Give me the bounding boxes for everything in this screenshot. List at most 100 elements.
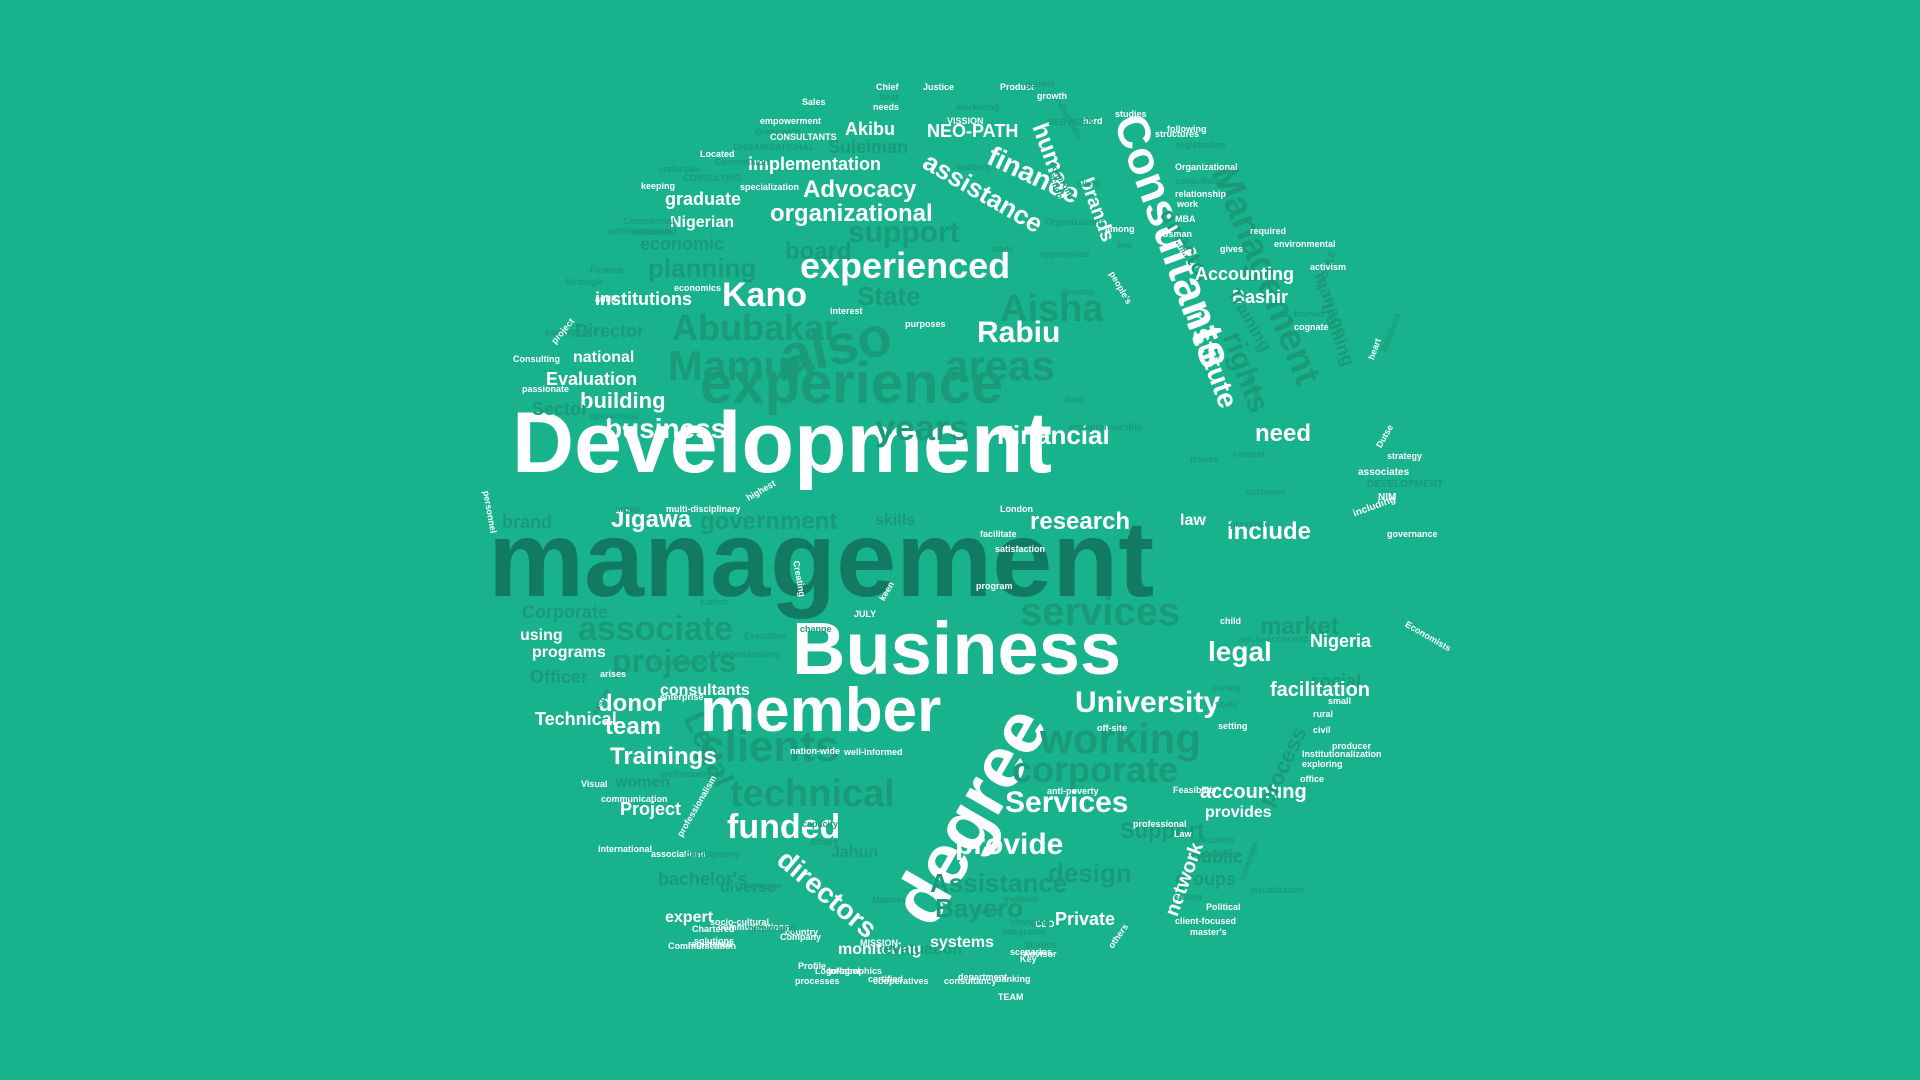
cloud-word-facilitation: facilitation — [1270, 679, 1371, 701]
cloud-word-associations: associations — [651, 849, 706, 859]
cloud-word-nigerian: Nigerian — [670, 214, 735, 231]
cloud-word-officer: Officer — [530, 667, 589, 687]
cloud-word-brand: brand — [502, 512, 553, 532]
cloud-word-consulting: Consulting — [513, 354, 560, 364]
cloud-word-kano: Kano — [722, 276, 807, 314]
cloud-word-work: work — [1177, 199, 1199, 209]
cloud-word-small: small — [1328, 696, 1352, 706]
cloud-word-institutions: institutions — [595, 289, 692, 309]
cloud-word-interest: interest — [830, 306, 863, 316]
cloud-word-finance: Finance — [590, 265, 625, 275]
cloud-word-years: years — [875, 407, 970, 448]
cloud-word-need: need — [1255, 420, 1312, 447]
cloud-word-scale: scale — [1215, 699, 1238, 709]
cloud-word-methodologies: methodologies — [660, 769, 725, 779]
cloud-word-change: change — [800, 624, 832, 634]
cloud-word-private: Private — [1055, 909, 1116, 929]
cloud-word-law: Law — [1174, 829, 1192, 839]
cloud-word-environmental: environmental — [1274, 239, 1336, 249]
cloud-word-visual: Visual — [581, 779, 608, 789]
cloud-word-systems: systems — [930, 934, 995, 951]
cloud-word-consultants: CONSULTANTS — [770, 132, 837, 142]
cloud-word-country: country — [785, 927, 819, 937]
cloud-word-structures: structures — [1155, 129, 1200, 139]
cloud-word-academician: academician — [654, 657, 709, 667]
cloud-word-provide: provide — [955, 828, 1064, 861]
cloud-word-networking: networking — [748, 923, 797, 933]
cloud-word-key: Key — [1020, 954, 1037, 964]
cloud-word-consultants: consultants — [660, 682, 750, 699]
cloud-word-changing: changing — [1010, 917, 1050, 927]
cloud-word-organizational: Organizational — [1175, 162, 1238, 172]
cloud-word-setting: setting — [1218, 721, 1248, 731]
cloud-word-social: social — [1310, 671, 1362, 691]
cloud-word-women: women — [615, 774, 671, 791]
cloud-word-services: services — [1020, 590, 1181, 634]
cloud-word-skills: skills — [875, 512, 916, 529]
cloud-word-satisfaction: satisfaction — [995, 544, 1046, 554]
cloud-word-technical: Technical — [535, 709, 617, 729]
cloud-word-appropriate: appropriate — [1040, 249, 1090, 259]
cloud-word-marketing: marketing — [956, 102, 1000, 112]
cloud-word-keeping: keeping — [641, 181, 676, 191]
cloud-word-relations: Relations — [1379, 311, 1403, 354]
cloud-word-support: Support — [1120, 818, 1205, 843]
cloud-word-nation-wide: nation-wide — [790, 746, 840, 756]
cloud-word-affairs: Affairs — [810, 837, 839, 847]
cloud-word-socio-economic: socio-economic — [1240, 634, 1309, 644]
cloud-word-champion: champion — [740, 881, 783, 891]
cloud-word-exploring: exploring — [1302, 759, 1343, 769]
cloud-word-anti-poverty: anti-poverty — [1047, 786, 1099, 796]
cloud-word-dutse: Dutse — [1374, 422, 1396, 450]
cloud-word-empowerment: empowerment — [760, 116, 822, 126]
cloud-word-cognate: cognate — [1294, 322, 1329, 332]
cloud-word-executive: Executive — [744, 631, 787, 641]
cloud-word-well-informed: well-informed — [844, 747, 903, 757]
cloud-word-board: board — [785, 238, 852, 265]
cloud-word-director: Director — [575, 321, 645, 341]
cloud-word-arises: arises — [600, 669, 627, 679]
cloud-word-member: member — [700, 676, 942, 745]
cloud-word-growth: growth — [1037, 91, 1067, 101]
cloud-word-including: including — [1351, 493, 1398, 520]
cloud-word-consulting: CONSULTING — [683, 173, 742, 183]
cloud-word-evaluation: evaluation — [883, 941, 963, 958]
cloud-word-passionate: passionate — [522, 384, 570, 394]
cloud-word-chartered: Chartered — [692, 924, 735, 934]
cloud-word-personnel: personnel — [481, 489, 499, 534]
cloud-word-caliber: caliber — [1174, 892, 1204, 902]
cloud-word-department: department — [958, 972, 1008, 982]
cloud-word-strategic: Strategic — [565, 277, 604, 287]
cloud-word-jahun: Jahun — [831, 844, 879, 861]
cloud-word-implementation: implementation — [748, 154, 882, 174]
cloud-word-management: management — [488, 498, 1155, 619]
cloud-word-trainings: Trainings — [610, 743, 717, 770]
cloud-word-banking: banking — [996, 974, 1031, 984]
cloud-word-communication: Communication — [668, 941, 737, 951]
cloud-word-bayero: Bayero — [935, 893, 1024, 923]
cloud-word-child: child — [1220, 616, 1242, 626]
cloud-word-neo-path: NEO-PATH — [927, 121, 1019, 141]
cloud-word-enterprise: enterprise — [660, 692, 704, 702]
cloud-word-client: client — [1077, 179, 1101, 189]
cloud-word-trade: trade — [992, 244, 1015, 254]
cloud-word-gender: gender — [1025, 79, 1056, 89]
cloud-word-among: among — [1105, 224, 1135, 234]
cloud-word-clients: clients — [700, 722, 840, 771]
cloud-word-trained: trained — [1294, 309, 1325, 319]
cloud-word-two: two — [1117, 240, 1133, 250]
cloud-word-matters: matters — [957, 162, 990, 172]
cloud-word-office: office — [1300, 774, 1325, 784]
cloud-word-technical: technical — [730, 773, 895, 815]
cloud-word-urban: urban — [615, 504, 641, 514]
cloud-word-located: Located — [700, 149, 735, 159]
cloud-word-professionalism: professionalism — [675, 773, 719, 839]
cloud-word-sales: Sales — [802, 97, 826, 107]
cloud-word-projects: projects — [612, 643, 737, 679]
cloud-word-experienced: experienced — [800, 245, 1011, 286]
cloud-word-solutions: solutions — [694, 936, 734, 946]
cloud-word-capacity: capacity — [802, 819, 839, 829]
cloud-word-jigawa: Jigawa — [611, 506, 692, 533]
cloud-word-company: Company — [780, 932, 822, 942]
cloud-word-justice: justice — [700, 597, 729, 607]
